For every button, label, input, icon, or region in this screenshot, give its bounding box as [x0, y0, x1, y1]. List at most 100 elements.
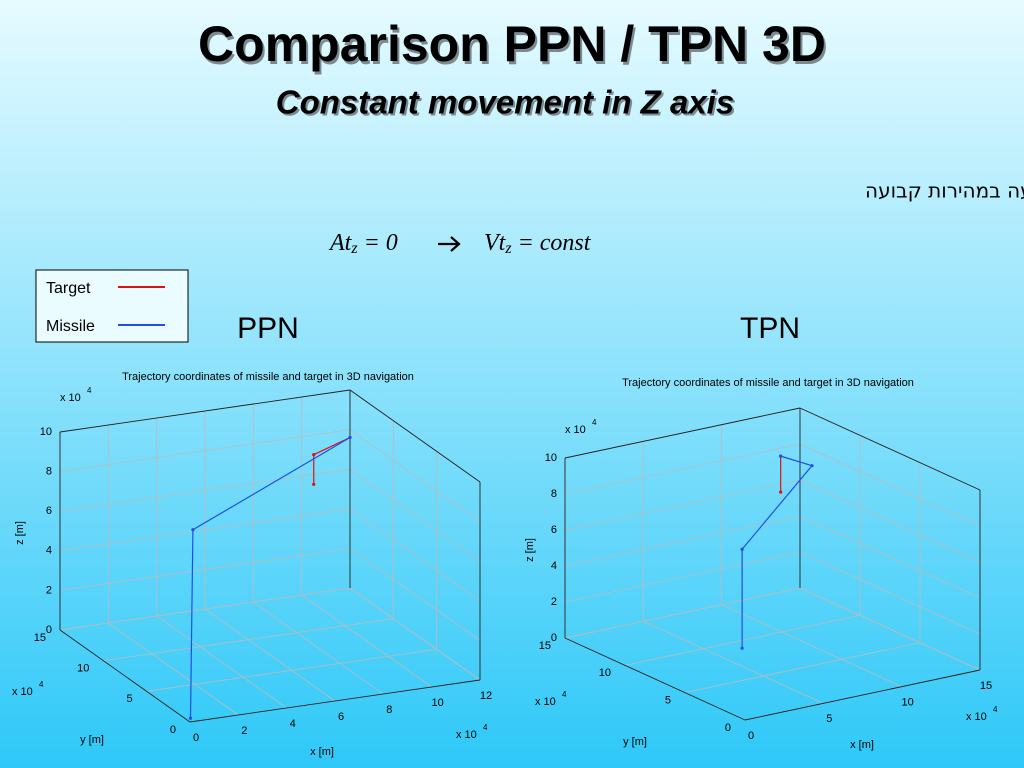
y-tick-label: 15	[34, 632, 46, 644]
z-tick-label: 4	[551, 560, 557, 572]
grid-line	[564, 551, 801, 603]
y-axis-label: y [m]	[80, 734, 104, 746]
y-tick-label: 0	[725, 722, 731, 734]
grid-line	[59, 587, 351, 631]
grid-line	[564, 587, 801, 639]
grid-line	[799, 479, 981, 563]
grid-line	[799, 551, 981, 635]
y-axis-label: y [m]	[623, 736, 647, 748]
axis-multiplier: x 10	[535, 696, 556, 708]
box-edge	[564, 407, 801, 459]
x-tick-label: 10	[902, 697, 914, 709]
x-tick-label: 2	[241, 725, 247, 737]
legend-box	[35, 269, 189, 343]
x-tick-label: 0	[193, 732, 199, 744]
grid-line	[108, 622, 239, 716]
grid-line	[59, 548, 351, 591]
trajectory-point	[740, 547, 744, 551]
x-tick-label: 5	[826, 713, 832, 725]
formula-var: At	[328, 230, 353, 256]
trajectory-point	[810, 464, 814, 468]
chart-heading: PPN	[237, 312, 299, 345]
box-edge	[349, 389, 481, 483]
grid-line	[349, 429, 481, 522]
z-tick-label: 8	[551, 488, 557, 500]
grid-line	[204, 608, 336, 702]
title-shadow: Comparison PPN / TPN 3D	[200, 19, 828, 75]
grid-line	[799, 443, 981, 527]
trajectory-point	[312, 482, 316, 486]
x-tick-label: 15	[980, 680, 992, 692]
axis-multiplier-exponent: 4	[993, 705, 998, 714]
z-tick-label: 2	[551, 596, 557, 608]
z-tick-label: 6	[551, 524, 557, 536]
grid-line	[59, 468, 351, 512]
box-edge	[744, 669, 981, 721]
grid-line	[799, 515, 981, 599]
trajectory-point	[188, 716, 193, 720]
trajectory-point	[779, 454, 783, 458]
axis-multiplier: x 10	[60, 392, 81, 404]
legend-label: Missile	[46, 318, 95, 335]
z-tick-label: 8	[46, 466, 52, 478]
formula-sub: z	[504, 240, 512, 257]
z-tick-label: 10	[40, 426, 52, 438]
formula-right: Vtz = const	[484, 230, 592, 257]
x-tick-label: 12	[480, 690, 492, 702]
chart-title: Trajectory coordinates of missile and ta…	[122, 371, 414, 383]
hebrew-text: במערכת של ההיטל האנכי דרושה תנועה במהירו…	[865, 179, 1024, 203]
formula-rest: = const	[512, 230, 592, 256]
axis-multiplier-exponent: 4	[483, 723, 488, 732]
implies-arrow	[438, 236, 461, 252]
formula-left: Atz = 0	[328, 230, 398, 257]
grid-line	[564, 479, 801, 531]
grid-line	[349, 587, 481, 681]
grid-line	[721, 604, 902, 688]
x-tick-label: 6	[338, 711, 344, 723]
y-tick-label: 5	[127, 693, 133, 705]
title: Comparison PPN / TPN 3D	[198, 16, 826, 72]
grid-line	[59, 508, 351, 552]
grid-line	[103, 618, 394, 662]
axis-multiplier-exponent: 4	[562, 690, 567, 699]
x-tick-label: 4	[290, 718, 296, 730]
z-tick-label: 6	[46, 505, 52, 517]
box-edge	[59, 389, 351, 433]
axis-multiplier: x 10	[456, 729, 477, 741]
subtitle: Constant movement in Z axis	[276, 84, 734, 121]
grid-line	[564, 443, 801, 495]
x-tick-label: 8	[386, 704, 392, 716]
y-tick-label: 10	[599, 667, 611, 679]
grid-line	[349, 468, 481, 562]
z-tick-label: 10	[545, 452, 557, 464]
grid-line	[253, 601, 384, 695]
grid-line	[349, 548, 481, 641]
grid-line	[349, 508, 481, 602]
axis-multiplier-exponent: 4	[87, 386, 92, 395]
x-axis-label: x [m]	[310, 746, 334, 758]
formula-sub: z	[350, 240, 358, 257]
grid-line	[564, 515, 801, 567]
y-tick-label: 15	[539, 640, 551, 652]
legend-label: Target	[46, 280, 91, 297]
z-axis-label: z [m]	[14, 521, 26, 545]
box-edge	[189, 679, 481, 723]
x-axis-label: x [m]	[850, 739, 874, 751]
grid-line	[301, 594, 432, 688]
y-tick-label: 0	[170, 724, 176, 736]
z-tick-label: 0	[551, 632, 557, 644]
formula-var: Vt	[484, 230, 507, 256]
trajectory-point	[740, 646, 744, 650]
z-tick-label: 0	[46, 624, 52, 636]
y-tick-label: 5	[665, 695, 671, 707]
chart-title: Trajectory coordinates of missile and ta…	[622, 377, 914, 389]
trajectory	[741, 455, 814, 649]
trajectory-point	[779, 490, 783, 494]
axis-multiplier-exponent: 4	[592, 418, 597, 427]
grid-line	[643, 620, 824, 704]
